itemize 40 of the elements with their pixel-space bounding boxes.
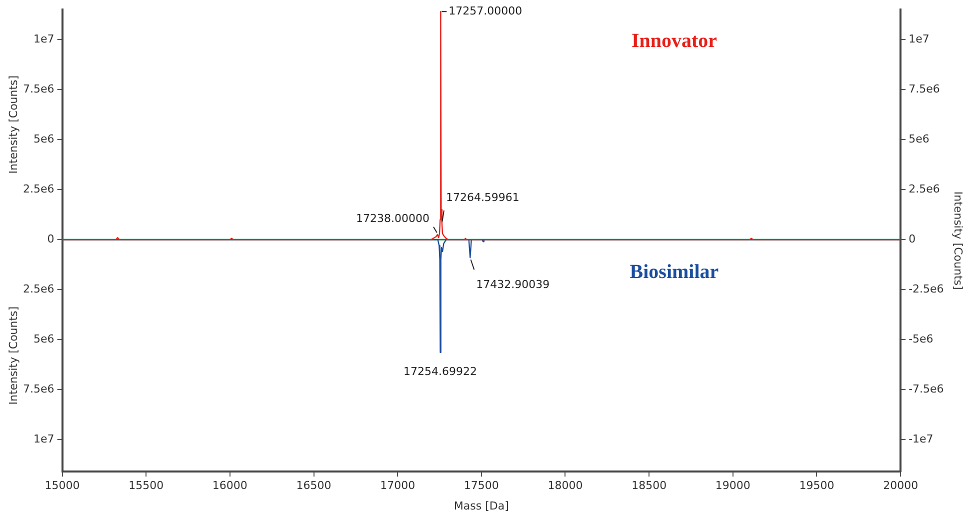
annotation: 17257.00000 — [448, 4, 522, 18]
y-tick-label: 7.5e6 — [22, 82, 54, 96]
y-tick-label: 1e7 — [33, 432, 54, 446]
x-tick-label: 20000 — [883, 479, 918, 492]
y-tick-label: 7.5e6 — [22, 382, 54, 396]
y-tick-label: 5e6 — [33, 132, 54, 146]
x-tick-label: 18500 — [632, 479, 667, 492]
y-axis-title: Intensity [Counts] — [6, 75, 20, 174]
y-tick-label: 1e7 — [33, 32, 54, 46]
y2-tick-label: 1e7 — [908, 32, 930, 46]
annotation: 17238.00000 — [356, 212, 430, 225]
series-label: Biosimilar — [630, 261, 719, 284]
y2-tick-label: 5e6 — [908, 132, 930, 146]
text: Intensity [Counts] — [6, 306, 20, 405]
x-tick-label: 18000 — [548, 479, 583, 492]
y-tick-label: 2.5e6 — [22, 282, 54, 296]
annotation: 17264.59961 — [446, 190, 520, 204]
x-tick-label: 19000 — [715, 479, 750, 492]
y2-tick-label: 2.5e6 — [908, 182, 940, 196]
x-tick-label: 19500 — [799, 479, 834, 492]
y-tick-label: 5e6 — [33, 332, 54, 346]
y-tick-label: 0 — [47, 232, 54, 246]
y2-tick-label: -5e6 — [908, 332, 934, 346]
y-tick-label: 2.5e6 — [22, 182, 54, 196]
x-axis-title: Mass [Da] — [454, 499, 509, 512]
annotation: 17432.90039 — [476, 278, 550, 291]
y2-tick-label: 0 — [908, 232, 916, 246]
x-tick-label: 16000 — [212, 479, 248, 492]
y2-tick-label: -7.5e6 — [908, 382, 944, 396]
x-tick-label: 15000 — [44, 479, 80, 492]
annotation: 17254.69922 — [404, 364, 478, 378]
text: Innovator — [631, 30, 718, 52]
y2-tick-label: -2.5e6 — [908, 282, 944, 296]
x-tick-label: 16500 — [296, 479, 332, 492]
x-tick-label: 15500 — [128, 479, 164, 492]
x-tick-label: 17500 — [464, 479, 499, 492]
y2-tick-label: 7.5e6 — [908, 82, 940, 96]
y2-tick-label: -1e7 — [908, 432, 934, 446]
y2-axis-title: Intensity [Counts] — [952, 191, 965, 290]
x-tick-label: 17000 — [380, 479, 416, 492]
